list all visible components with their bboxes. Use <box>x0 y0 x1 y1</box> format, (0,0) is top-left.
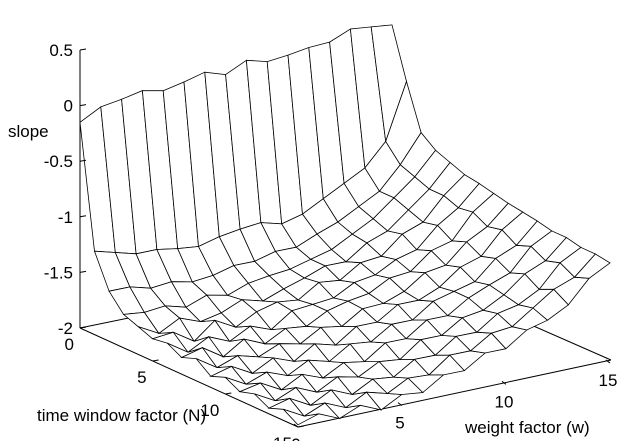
n-axis-line <box>79 327 299 428</box>
tick-mark <box>605 359 611 364</box>
z-tick-label: 0.5 <box>49 41 73 60</box>
z-tick-label: -2 <box>58 319 73 338</box>
w-tick-label: 10 <box>494 392 513 411</box>
z-tick-label: 0 <box>64 97 73 116</box>
tick-mark <box>79 215 87 218</box>
w-axis-label: weight factor (w) <box>464 418 590 437</box>
tick-mark <box>79 270 87 273</box>
z-tick-label: -1 <box>58 208 73 227</box>
w-tick-label: 15 <box>598 371 617 390</box>
n-tick-label: 5 <box>137 368 146 387</box>
w-tick-label: 5 <box>395 414 404 433</box>
tick-mark <box>397 402 403 407</box>
n-axis-label: time window factor (N) <box>37 406 206 425</box>
z-axis-label: slope <box>8 122 49 141</box>
n-tick-label: 15 <box>273 434 292 441</box>
z-tick-label: -0.5 <box>44 152 73 171</box>
axis-ticks: 0.50-0.5-1-1.5-2051015051015 <box>44 41 618 441</box>
w-tick-label: 0 <box>291 435 300 441</box>
surface-patch <box>573 253 611 279</box>
tick-mark <box>152 359 159 362</box>
tick-mark <box>79 159 87 162</box>
tick-mark <box>225 392 232 395</box>
z-tick-label: -1.5 <box>44 263 73 282</box>
tick-mark <box>501 380 507 385</box>
n-tick-label: 10 <box>200 401 219 420</box>
tick-mark <box>297 425 305 428</box>
tick-mark <box>79 326 87 329</box>
tick-mark <box>79 104 87 107</box>
surface-mesh <box>79 24 611 426</box>
w-axis-line <box>297 359 612 428</box>
n-tick-label: 0 <box>65 335 74 354</box>
tick-mark <box>293 423 299 428</box>
tick-mark <box>79 48 87 51</box>
